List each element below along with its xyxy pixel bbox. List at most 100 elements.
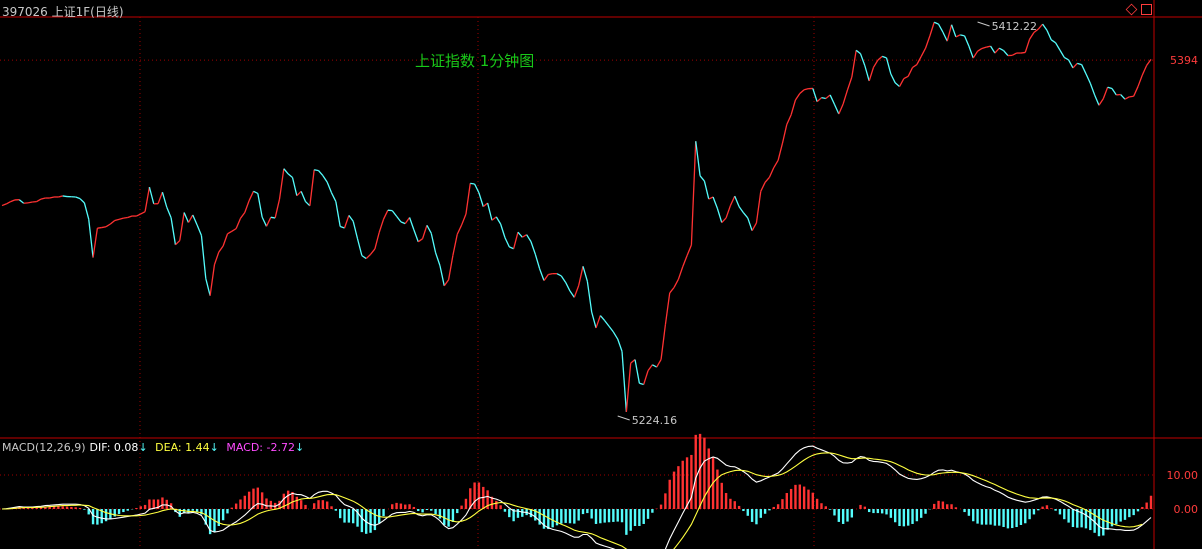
price-segment: [725, 205, 732, 219]
price-segment: [1107, 86, 1113, 90]
price-segment: [161, 191, 168, 208]
price-segment: [265, 217, 272, 227]
price-segment: [812, 88, 818, 102]
price-segment: [703, 180, 710, 200]
price-segment: [639, 382, 644, 386]
price-segment: [513, 232, 519, 249]
dif-line: [1, 445, 1152, 549]
macd-tick-label: 0.00: [1174, 503, 1199, 516]
price-segment: [673, 279, 679, 288]
price-segment: [417, 238, 423, 243]
price-segment: [18, 199, 25, 204]
price-segment: [157, 191, 164, 204]
price-segment: [786, 114, 792, 125]
price-segment: [352, 221, 359, 240]
price-segment: [443, 279, 450, 287]
price-segment: [604, 320, 610, 327]
price-segment: [608, 325, 614, 333]
price-segment: [625, 363, 632, 412]
price-segment: [599, 315, 606, 322]
macd-legend: MACD(12,26,9) DIF: 0.08↓ DEA: 1.44↓ MACD:…: [2, 441, 308, 454]
price-segment: [825, 94, 831, 100]
price-segment: [296, 190, 302, 197]
price-segment: [209, 264, 216, 296]
price-segment: [924, 35, 931, 49]
price-segment: [478, 192, 484, 207]
price-segment: [652, 364, 658, 368]
macd-value-label: MACD: -2.72: [226, 441, 295, 454]
price-segment: [6, 201, 11, 205]
price-segment: [781, 124, 788, 144]
price-segment: [253, 190, 259, 195]
price-segment: [227, 230, 233, 235]
dif-label: DIF: 0.08: [89, 441, 139, 454]
price-segment: [509, 246, 514, 250]
price-segment: [1111, 88, 1117, 96]
price-segment: [530, 241, 536, 255]
price-segment: [482, 202, 489, 208]
price-segment: [1102, 86, 1109, 99]
price-segment: [799, 89, 805, 94]
macd-name: MACD(12,26,9): [2, 441, 86, 454]
price-segment: [946, 24, 953, 42]
price-segment: [846, 76, 853, 91]
price-segment: [486, 202, 493, 221]
price-segment: [261, 216, 268, 227]
price-segment: [504, 237, 510, 248]
price-segment: [1141, 65, 1148, 76]
price-segment: [1059, 49, 1065, 58]
price-segment: [612, 331, 619, 340]
price-segment: [950, 24, 957, 38]
price-segment: [101, 226, 107, 229]
price-segment: [318, 170, 324, 177]
price-segment: [326, 181, 333, 194]
price-segment: [1068, 59, 1074, 69]
price-segment: [114, 218, 120, 222]
price-segment: [885, 57, 892, 75]
price-segment: [716, 208, 723, 223]
annotation-leader: [977, 21, 990, 27]
price-segment: [413, 229, 419, 243]
price-segment: [912, 64, 918, 69]
price-segment: [408, 217, 415, 231]
price-segment: [595, 315, 601, 329]
price-segment: [1120, 94, 1126, 100]
window-title: 397026 上证1F(日线): [2, 5, 124, 19]
price-segment: [755, 191, 762, 224]
price-segment: [218, 245, 224, 253]
price-segment: [97, 226, 102, 229]
price-segment: [396, 215, 402, 223]
price-segment: [148, 186, 155, 205]
price-segment: [933, 21, 939, 25]
price-segment: [617, 338, 623, 352]
price-segment: [977, 47, 983, 52]
price-segment: [49, 196, 55, 199]
macd-chart: 10.00 0.00: [0, 433, 1199, 549]
price-segment: [695, 141, 701, 176]
price-segment: [136, 213, 142, 217]
price-segment: [400, 221, 406, 225]
price-segment: [434, 252, 441, 266]
price-segment: [456, 224, 463, 235]
price-segment: [955, 34, 961, 38]
price-annotation: 5412.22: [992, 20, 1038, 33]
price-segment: [291, 177, 298, 196]
price-tick-label: 5394: [1170, 54, 1198, 67]
price-segment: [460, 213, 467, 226]
price-segment: [556, 273, 562, 277]
square-icon[interactable]: [1141, 4, 1152, 15]
price-segment: [851, 50, 857, 78]
price-segment: [942, 31, 948, 42]
price-segment: [374, 232, 380, 250]
price-segment: [439, 265, 445, 286]
price-segment: [1003, 50, 1009, 56]
price-segment: [630, 359, 636, 364]
price-segment: [465, 183, 471, 215]
price-segment: [452, 234, 458, 256]
price-segment: [903, 75, 909, 80]
price-segment: [10, 199, 16, 203]
price-segment: [990, 45, 996, 54]
price-segment: [821, 97, 826, 100]
price-segment: [305, 201, 311, 207]
price-segment: [426, 224, 432, 234]
